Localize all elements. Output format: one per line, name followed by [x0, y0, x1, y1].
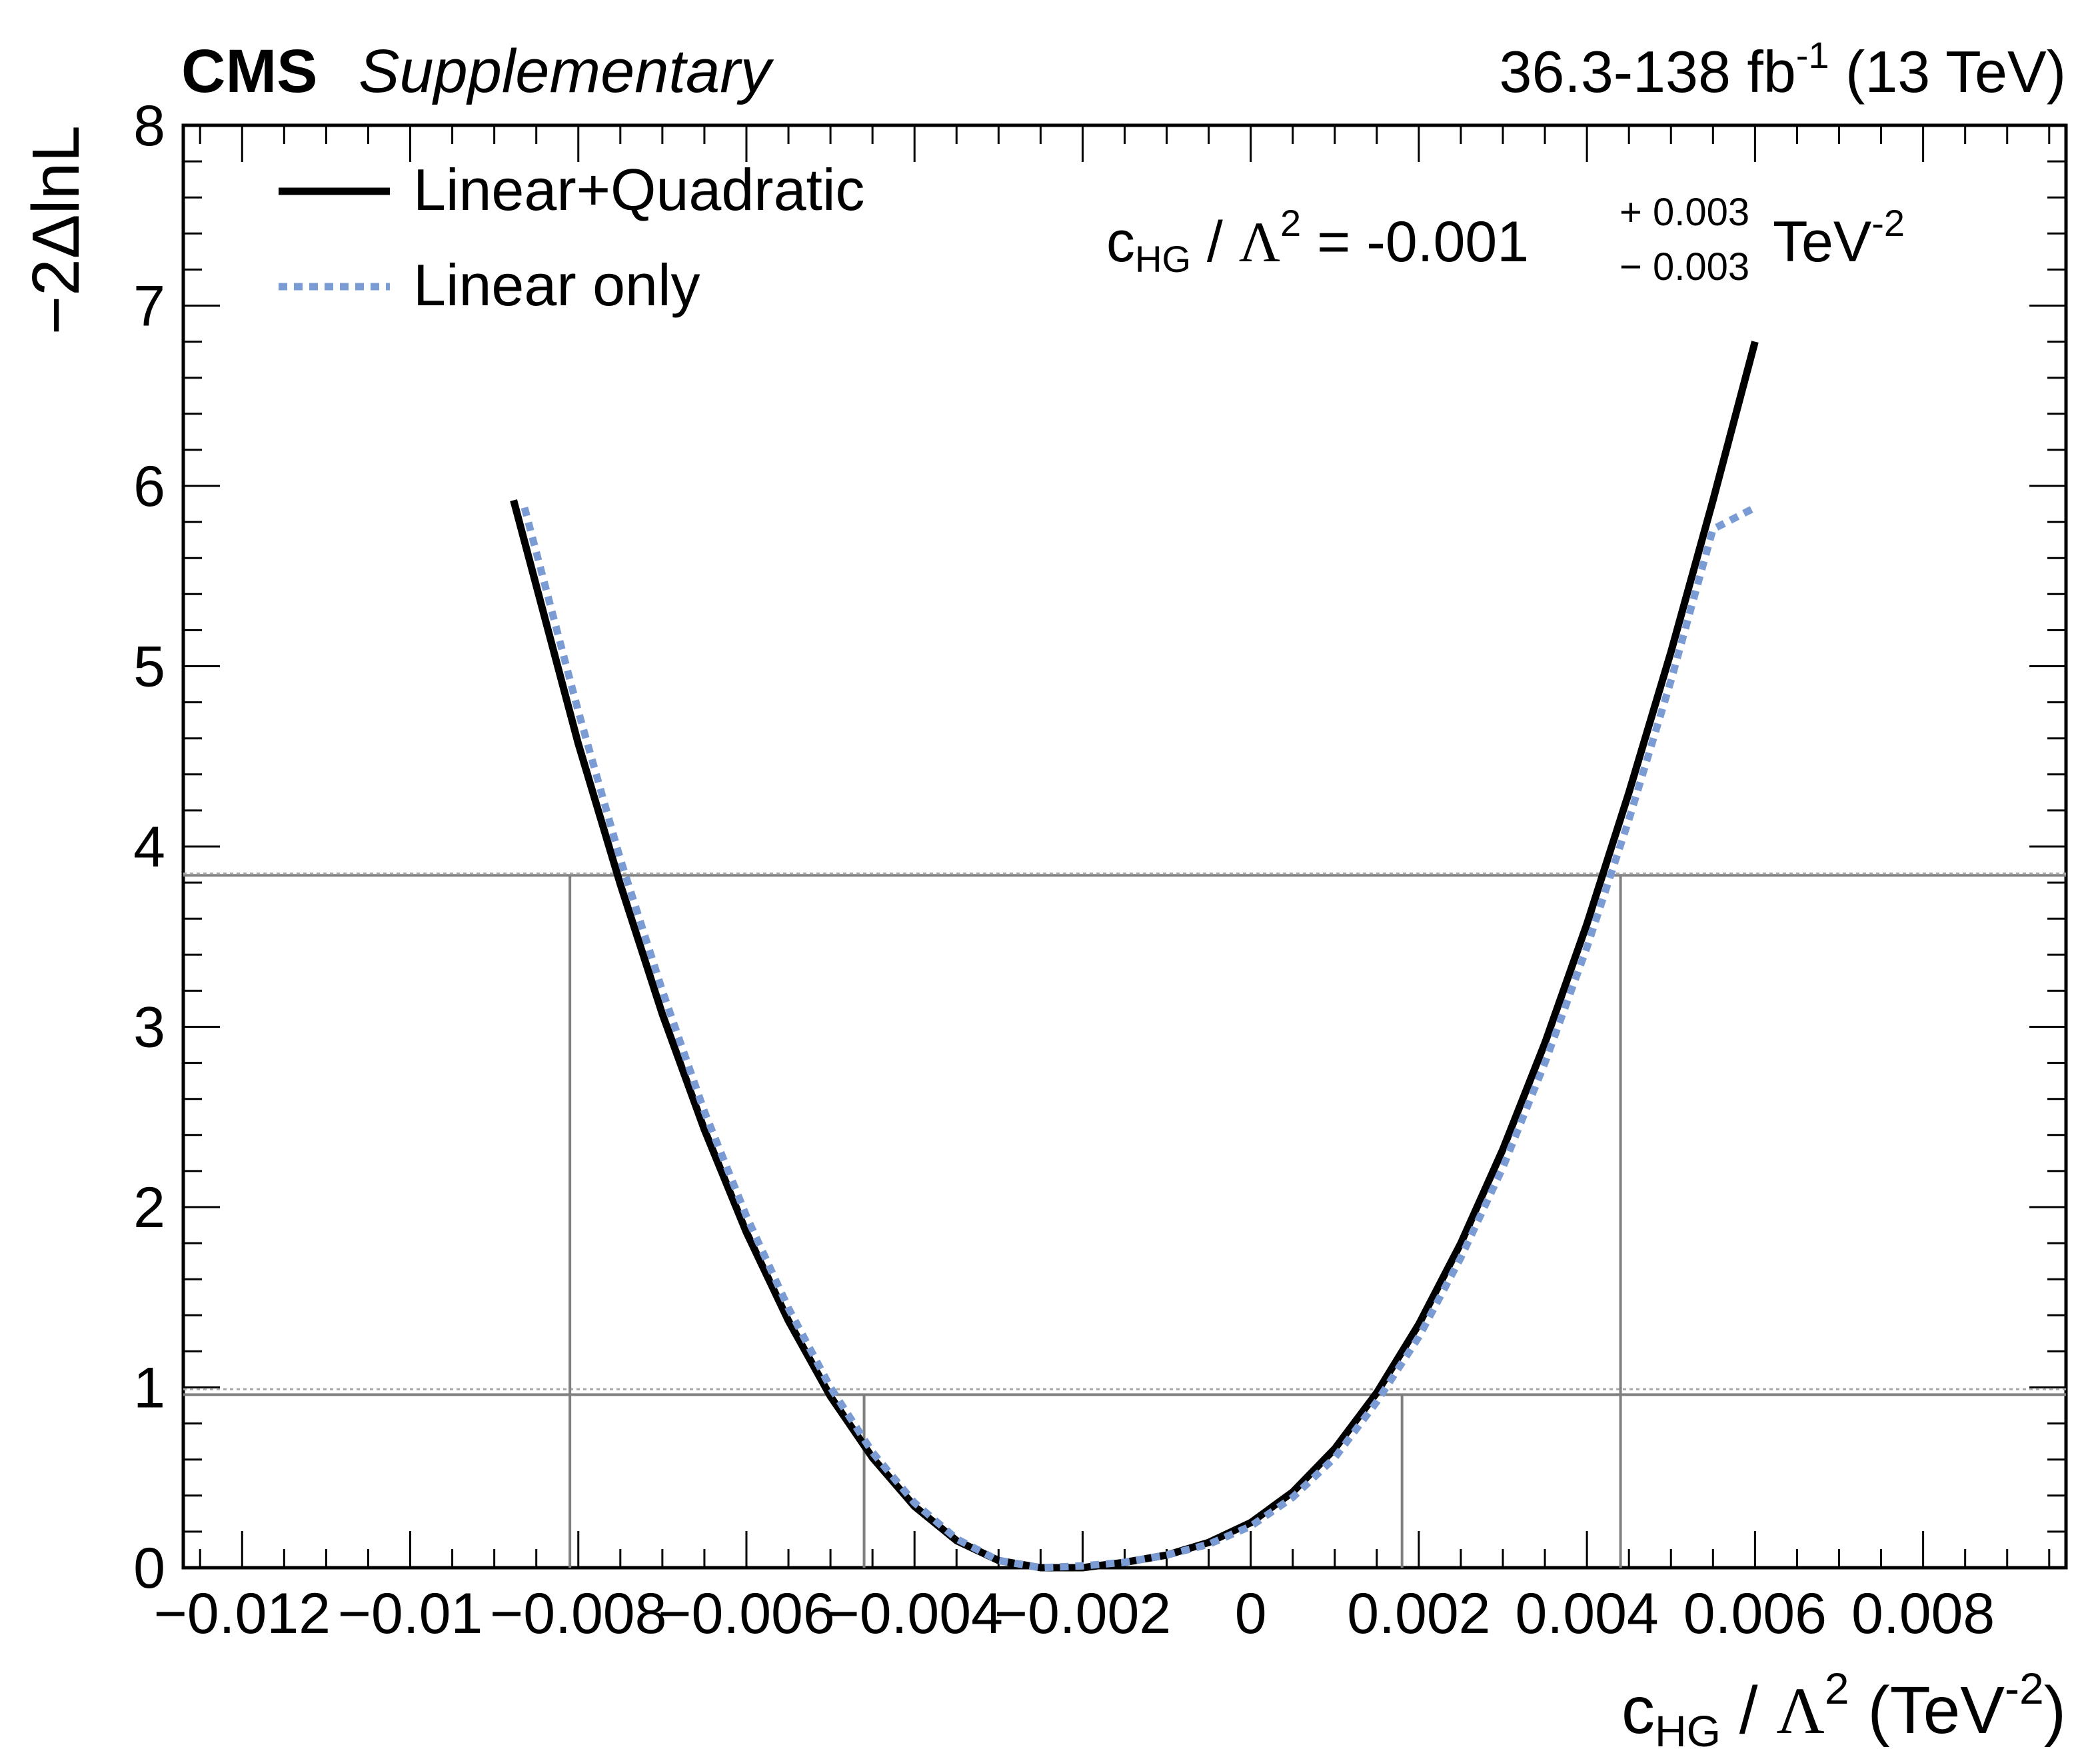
lumi-value: 36.3-138 fb: [1500, 39, 1796, 105]
reference-lines: [183, 873, 2066, 1568]
annotation-lambda-exp: 2: [1280, 202, 1301, 244]
y-tick-label: 6: [133, 455, 165, 519]
legend-label-linear-only: Linear only: [413, 252, 700, 318]
x-tick-label: 0.006: [1683, 1582, 1827, 1646]
annotation-error-down: − 0.003: [1619, 245, 1749, 289]
x-tick-label: −0.006: [658, 1582, 834, 1646]
y-tick-label: 4: [133, 815, 165, 879]
best-fit-annotation: cHG / Λ2 = -0.001: [1106, 202, 1529, 280]
x-title-unit-close: ): [2044, 1673, 2066, 1748]
y-tick-label: 8: [133, 94, 165, 158]
x-title-unit-open: (TeV: [1849, 1673, 2005, 1748]
annotation-unit: TeV-2: [1773, 202, 1905, 274]
legend-label-linear-quadratic: Linear+Quadratic: [413, 157, 865, 223]
y-tick-label: 7: [133, 275, 165, 339]
x-tick-label: −0.004: [826, 1582, 1002, 1646]
energy-value: (13 TeV): [1829, 39, 2066, 105]
y-tick-label: 0: [133, 1536, 165, 1600]
plot-frame: [181, 123, 2068, 1570]
annotation-value: = -0.001: [1301, 210, 1529, 274]
y-tick-label: 3: [133, 996, 165, 1060]
tick-labels: −0.012 −0.01 −0.008−0.006−0.004−0.002 0 0.00…: [133, 94, 1995, 1646]
experiment-label: CMS: [181, 37, 317, 105]
y-tick-label: 2: [133, 1176, 165, 1240]
annotation-unit-exp: -2: [1871, 202, 1905, 244]
annotation-coef-sub: HG: [1135, 238, 1191, 280]
annotation-unit-text: TeV: [1773, 210, 1871, 274]
x-title-coef-sub: HG: [1655, 1706, 1721, 1756]
series-linear-only: [521, 504, 1757, 1572]
x-tick-label: −0.012: [154, 1582, 331, 1646]
x-title-lambda: Λ: [1776, 1674, 1825, 1748]
annotation-coef: c: [1106, 210, 1135, 274]
x-tick-label: −0.008: [490, 1582, 666, 1646]
lumi-exponent: -1: [1796, 34, 1829, 76]
annotation-error-up: + 0.003: [1619, 191, 1749, 234]
series-linear-quadratic: [510, 341, 1759, 1572]
lumi-energy-label: 36.3-138 fb-1 (13 TeV): [1500, 34, 2066, 105]
annotation-slash: /: [1191, 210, 1239, 274]
y-tick-label: 5: [133, 635, 165, 699]
x-title-coef: c: [1621, 1673, 1655, 1748]
x-tick-label: 0.004: [1516, 1582, 1659, 1646]
series-layer: [510, 341, 1759, 1572]
x-axis-title: cHG / Λ2 (TeV-2): [1621, 1664, 2066, 1756]
x-tick-label: 0: [1235, 1582, 1267, 1646]
x-tick-label: 0.002: [1347, 1582, 1490, 1646]
axis-ticks: [183, 124, 2066, 1569]
x-title-unit-exp: -2: [2005, 1664, 2044, 1713]
x-tick-label: −0.01: [338, 1582, 483, 1646]
x-tick-label: −0.002: [994, 1582, 1171, 1646]
x-title-lambda-exp: 2: [1825, 1664, 1849, 1713]
x-tick-label: 0.008: [1851, 1582, 1995, 1646]
y-tick-label: 1: [133, 1356, 165, 1420]
annotation-lambda: Λ: [1239, 210, 1280, 274]
x-title-slash: /: [1721, 1673, 1776, 1748]
supplementary-label: Supplementary: [359, 37, 774, 105]
y-axis-title: −2ΔlnL: [19, 125, 93, 335]
